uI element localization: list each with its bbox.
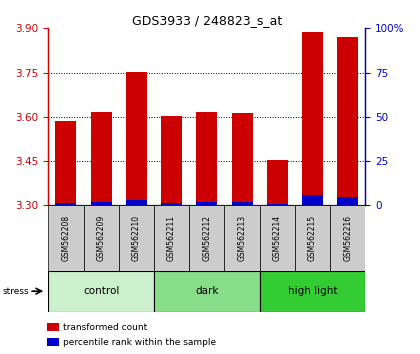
Bar: [48, 271, 154, 312]
Text: stress: stress: [2, 287, 29, 296]
Bar: [91, 112, 112, 205]
Bar: [119, 205, 154, 271]
Bar: [161, 203, 182, 205]
Text: percentile rank within the sample: percentile rank within the sample: [63, 338, 216, 347]
Text: high light: high light: [288, 286, 337, 296]
Text: GSM562211: GSM562211: [167, 215, 176, 261]
Bar: [189, 205, 224, 271]
Bar: [267, 204, 288, 205]
Bar: [55, 203, 76, 205]
Text: GSM562208: GSM562208: [61, 215, 71, 261]
Bar: [91, 202, 112, 205]
Bar: [267, 160, 288, 205]
Text: control: control: [83, 286, 119, 296]
Bar: [55, 121, 76, 205]
Bar: [302, 195, 323, 205]
Bar: [337, 197, 358, 205]
Bar: [231, 113, 253, 205]
Bar: [330, 205, 365, 271]
Bar: [302, 32, 323, 205]
Bar: [337, 36, 358, 205]
Bar: [196, 112, 218, 205]
Bar: [154, 205, 189, 271]
Text: dark: dark: [195, 286, 218, 296]
Text: GSM562216: GSM562216: [343, 215, 352, 261]
Bar: [47, 338, 58, 346]
Text: GSM562213: GSM562213: [238, 215, 247, 261]
Bar: [126, 72, 147, 205]
Bar: [224, 205, 260, 271]
Text: transformed count: transformed count: [63, 322, 147, 332]
Bar: [47, 323, 58, 331]
Title: GDS3933 / 248823_s_at: GDS3933 / 248823_s_at: [132, 14, 282, 27]
Bar: [161, 116, 182, 205]
Bar: [196, 202, 218, 205]
Text: GSM562210: GSM562210: [132, 215, 141, 261]
Bar: [295, 205, 330, 271]
Bar: [260, 271, 365, 312]
Text: GSM562214: GSM562214: [273, 215, 282, 261]
Bar: [154, 271, 260, 312]
Bar: [126, 200, 147, 205]
Bar: [84, 205, 119, 271]
Text: GSM562209: GSM562209: [97, 215, 106, 261]
Bar: [260, 205, 295, 271]
Bar: [231, 202, 253, 205]
Text: GSM562215: GSM562215: [308, 215, 317, 261]
Text: GSM562212: GSM562212: [202, 215, 211, 261]
Bar: [48, 205, 84, 271]
